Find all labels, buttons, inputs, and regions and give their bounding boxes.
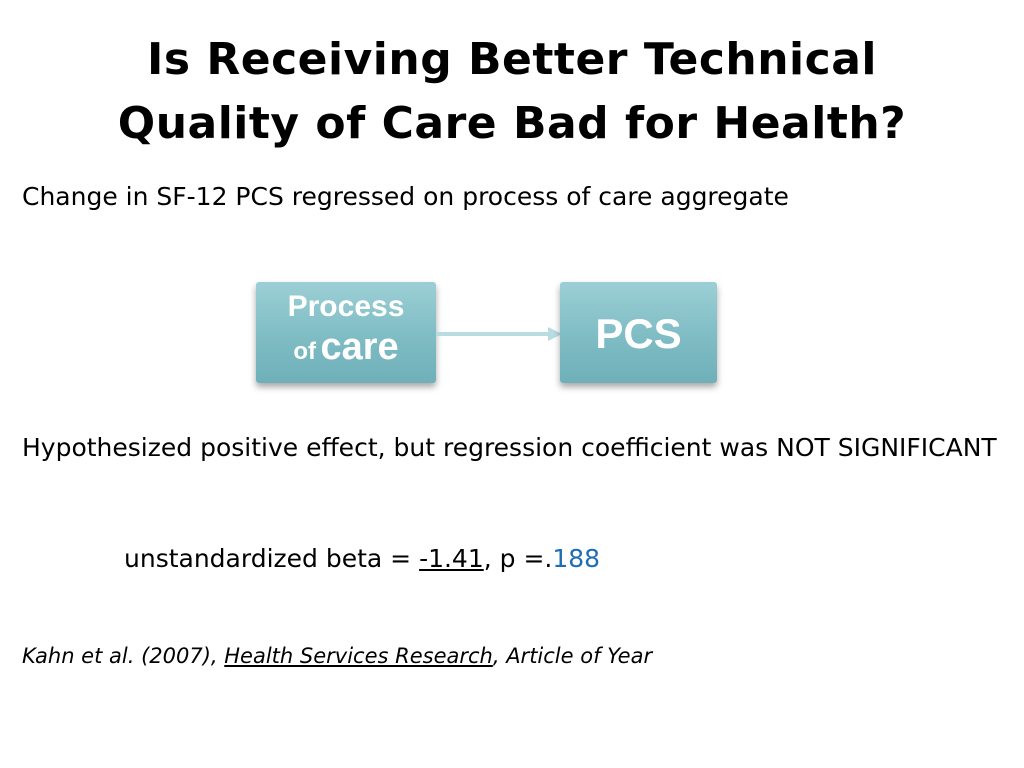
- p-prefix: , p =.: [483, 544, 553, 573]
- result-text: Hypothesized positive effect, but regres…: [22, 433, 997, 462]
- p-value: 188: [552, 544, 601, 573]
- title-line-1: Is Receiving Better Technical: [147, 34, 877, 85]
- arrow-right-icon: [436, 327, 562, 341]
- process-label: Process: [287, 290, 405, 323]
- beta-prefix: unstandardized beta =: [124, 544, 420, 573]
- citation-journal: Health Services Research: [224, 644, 493, 668]
- citation: Kahn et al. (2007), Health Services Rese…: [22, 641, 652, 671]
- pcs-label: PCS: [595, 310, 682, 357]
- of-care-label: of care: [256, 325, 436, 377]
- pcs-box: PCS: [560, 282, 717, 383]
- title-line-2: Quality of Care Bad for Health?: [117, 98, 907, 149]
- of-label: of: [293, 338, 316, 365]
- citation-suffix: , Article of Year: [492, 644, 653, 668]
- process-of-care-box: Process of care: [256, 282, 436, 383]
- beta-value: -1.41: [419, 544, 484, 573]
- slide-subtitle: Change in SF-12 PCS regressed on process…: [22, 182, 789, 211]
- beta-line: unstandardized beta = -1.41, p =.188: [124, 542, 600, 576]
- slide-title: Is Receiving Better Technical Quality of…: [0, 28, 1024, 156]
- care-label: care: [320, 326, 399, 368]
- citation-authors: Kahn et al. (2007),: [22, 644, 225, 668]
